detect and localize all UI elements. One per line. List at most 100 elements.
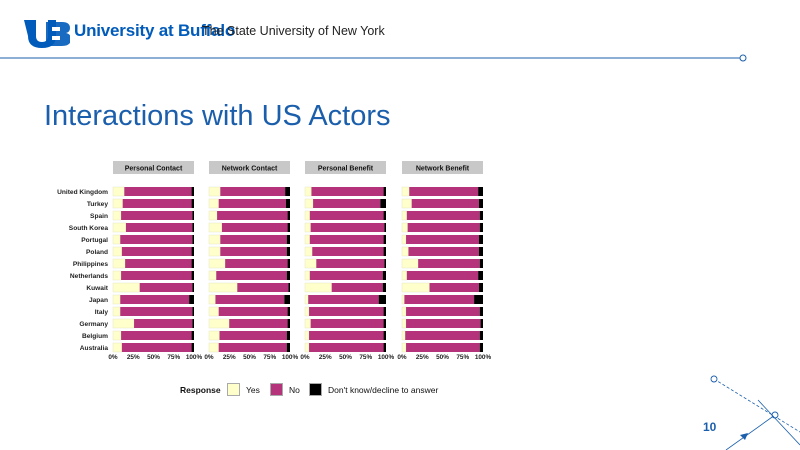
bar-segment-yes [304, 306, 310, 317]
bar-segment-yes [112, 306, 121, 317]
bar-segment-no [316, 259, 385, 268]
bar-segment-yes [112, 342, 123, 353]
bar-segment-dk [382, 283, 386, 292]
bar-segment-yes [304, 186, 312, 197]
bar-segment-yes [304, 318, 311, 329]
bar-segment-dk [383, 319, 386, 328]
bar-segment-yes [208, 342, 219, 353]
x-tick-label: 75% [456, 354, 469, 361]
facet-strip [305, 161, 386, 174]
bar-segment-no [134, 319, 193, 328]
x-tick-label: 100% [475, 354, 492, 361]
bar-segment-yes [304, 210, 311, 221]
bar-segment-no [308, 295, 379, 304]
university-name: University at Buffalo [74, 21, 236, 40]
bar-segment-dk [191, 331, 194, 340]
facet-title: Personal Benefit [318, 166, 374, 173]
legend-swatch-yes [227, 383, 240, 396]
bar-segment-no [404, 295, 475, 304]
bar-segment-yes [112, 258, 126, 269]
x-tick-label: 75% [263, 354, 276, 361]
bar-segment-yes [401, 342, 407, 353]
bar-segment-no [406, 307, 480, 316]
bar-segment-dk [479, 211, 483, 220]
bar-segment-no [408, 247, 479, 256]
bar-segment-yes [112, 198, 123, 209]
bar-segment-no [406, 235, 479, 244]
stacked-bar-chart: United Kingdom Turkey Spain South Korea Port… [57, 161, 492, 361]
bar-segment-yes [401, 270, 408, 281]
bar-segment-dk [383, 235, 386, 244]
bar-segment-no [220, 187, 286, 196]
x-tick-label: 75% [359, 354, 372, 361]
bar-segment-yes [112, 186, 125, 197]
x-tick-label: 100% [378, 354, 395, 361]
bar-segment-no [139, 283, 193, 292]
bar-segment-yes [304, 342, 310, 353]
bar-segment-no [121, 343, 192, 352]
bar-segment-yes [112, 222, 127, 233]
bar-segment-yes [112, 234, 121, 245]
bar-segment-dk [287, 223, 290, 232]
bar-segment-no [121, 211, 193, 220]
bar-segment-yes [208, 270, 217, 281]
bar-segment-no [121, 247, 192, 256]
bar-segment-yes [401, 186, 410, 197]
bar-segment-dk [383, 211, 386, 220]
category-label: Japan [89, 297, 108, 304]
bar-segment-yes [112, 330, 122, 341]
facet-strip [209, 161, 290, 174]
legend-swatch-no [270, 383, 283, 396]
bar-segment-dk [479, 307, 483, 316]
bar-segment-dk [480, 319, 483, 328]
x-tick-label: 0% [397, 354, 407, 361]
bar-segment-yes [304, 282, 332, 293]
bar-segment-no [418, 259, 480, 268]
bar-segment-dk [284, 295, 290, 304]
category-label: Spain [90, 213, 108, 220]
legend-label-dk: Don't know/decline to answer [328, 385, 439, 395]
bar-segment-dk [383, 331, 386, 340]
bar-segment-dk [479, 343, 483, 352]
legend-label-yes: Yes [246, 385, 260, 395]
bar-segment-yes [401, 258, 419, 269]
bar-segment-yes [208, 210, 218, 221]
decorative-lines [710, 375, 800, 450]
bar-segment-dk [479, 331, 483, 340]
bar-segment-dk [192, 235, 194, 244]
bar-segment-dk [192, 211, 194, 220]
bar-segment-no [218, 307, 288, 316]
bar-segment-no [220, 235, 287, 244]
bar-segment-yes [208, 294, 216, 305]
bar-segment-no [405, 331, 480, 340]
bar-segment-dk [378, 295, 386, 304]
bar-segment-dk [285, 199, 290, 208]
bar-segment-yes [208, 318, 230, 329]
bar-segment-no [411, 199, 479, 208]
bar-segment-no [309, 331, 384, 340]
bar-segment-dk [384, 259, 386, 268]
x-tick-label: 25% [223, 354, 236, 361]
bar-segment-no [311, 187, 384, 196]
facet-title: Personal Contact [125, 166, 183, 173]
bar-segment-no [406, 211, 480, 220]
x-tick-label: 50% [243, 354, 256, 361]
slide-title: Interactions with US Actors [44, 100, 391, 132]
bar-segment-no [409, 187, 479, 196]
category-label: Philippines [73, 261, 109, 268]
page-number: 10 [703, 420, 717, 434]
bar-segment-no [309, 211, 384, 220]
bar-segment-yes [304, 234, 311, 245]
bar-segment-dk [383, 187, 386, 196]
x-tick-label: 25% [319, 354, 332, 361]
bar-segment-yes [112, 282, 140, 293]
x-tick-label: 50% [339, 354, 352, 361]
bar-segment-dk [287, 307, 290, 316]
bar-segment-dk [383, 247, 386, 256]
bar-segment-no [406, 343, 480, 352]
bar-segment-no [120, 295, 190, 304]
bar-segment-yes [401, 306, 407, 317]
bar-segment-dk [286, 235, 290, 244]
bar-segment-dk [191, 199, 194, 208]
header-divider [0, 54, 747, 62]
